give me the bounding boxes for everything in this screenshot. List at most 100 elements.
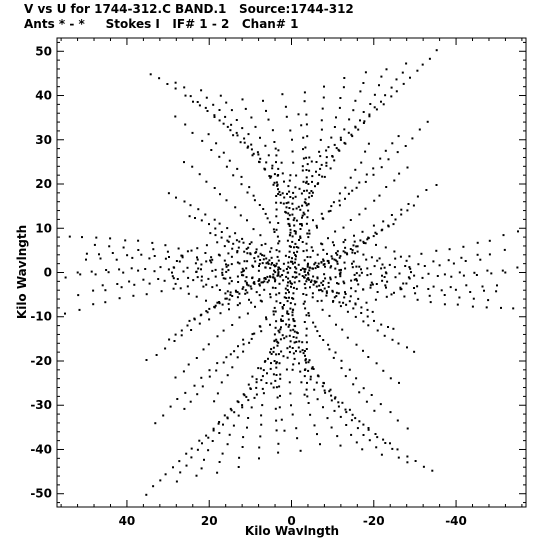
data-point — [230, 263, 233, 266]
data-point — [291, 235, 294, 238]
data-point — [255, 378, 258, 381]
data-point — [359, 90, 362, 93]
data-point — [289, 196, 292, 198]
data-point — [356, 250, 359, 253]
data-point — [153, 255, 156, 257]
data-point — [262, 281, 264, 284]
data-point — [177, 247, 180, 250]
data-point — [323, 273, 326, 276]
data-point — [258, 161, 261, 164]
data-point — [225, 297, 228, 300]
data-point — [290, 404, 292, 407]
data-point — [108, 245, 111, 248]
data-point — [291, 347, 294, 349]
data-point — [223, 245, 226, 248]
data-point — [92, 289, 95, 292]
data-point — [234, 232, 237, 235]
data-point — [303, 393, 306, 396]
data-point — [460, 256, 463, 259]
data-point — [408, 266, 411, 269]
data-point — [405, 259, 408, 262]
data-point — [301, 341, 304, 344]
data-point — [316, 398, 319, 401]
data-point — [338, 256, 341, 259]
data-point — [158, 77, 161, 80]
data-point — [335, 323, 337, 326]
data-point — [183, 161, 185, 164]
data-point — [213, 187, 216, 189]
data-point — [259, 252, 262, 255]
data-point — [422, 465, 425, 468]
data-point — [316, 253, 319, 256]
data-point — [443, 273, 446, 276]
data-point — [273, 264, 275, 267]
data-point — [330, 136, 333, 139]
data-point — [217, 422, 220, 425]
data-point — [284, 287, 287, 290]
data-point — [389, 411, 392, 414]
data-point — [306, 163, 309, 166]
data-point — [404, 145, 407, 147]
data-point — [273, 141, 276, 143]
data-point — [182, 370, 185, 373]
data-point — [215, 284, 218, 287]
data-point — [365, 400, 368, 403]
data-point — [301, 349, 304, 352]
data-point — [243, 250, 246, 253]
data-point — [483, 289, 485, 292]
data-point — [307, 209, 310, 212]
data-point — [200, 219, 203, 222]
data-point — [289, 329, 292, 332]
data-point — [368, 113, 371, 116]
data-point — [234, 289, 237, 292]
data-point — [171, 275, 174, 278]
data-point — [394, 218, 397, 221]
data-point — [237, 246, 240, 249]
data-point — [241, 127, 244, 130]
data-point — [311, 175, 314, 178]
data-point — [330, 399, 333, 402]
data-point — [286, 310, 289, 313]
data-point — [348, 300, 351, 303]
data-point — [339, 97, 342, 99]
data-point — [375, 243, 377, 246]
data-point — [218, 119, 221, 122]
data-point — [402, 82, 405, 85]
data-point — [409, 76, 411, 79]
data-point — [271, 262, 274, 264]
data-point — [269, 351, 272, 354]
y-tick-label: -30 — [30, 398, 52, 412]
data-point — [291, 311, 294, 314]
plot-subtitle: Ants * - * Stokes I IF# 1 - 2 Chan# 1 — [24, 17, 299, 31]
data-point — [333, 409, 336, 412]
data-point — [391, 338, 394, 341]
data-point — [269, 367, 272, 370]
data-point — [154, 422, 157, 425]
data-point — [274, 407, 277, 410]
data-point — [196, 276, 199, 279]
data-point — [362, 82, 365, 84]
data-point — [328, 348, 331, 351]
data-point — [231, 324, 234, 326]
data-point — [322, 339, 325, 341]
data-point — [245, 395, 248, 398]
data-point — [398, 172, 401, 175]
data-point — [384, 246, 387, 249]
data-point — [342, 86, 345, 89]
data-point — [183, 86, 186, 89]
data-point — [131, 256, 134, 259]
data-point — [207, 436, 210, 439]
data-point — [346, 253, 349, 256]
data-point — [427, 272, 430, 275]
data-point — [304, 198, 307, 201]
data-point — [387, 326, 389, 328]
data-point — [347, 131, 350, 134]
data-point — [311, 267, 314, 270]
data-point — [261, 387, 264, 390]
data-point — [193, 317, 196, 320]
data-point — [273, 269, 276, 272]
data-point — [362, 288, 365, 291]
data-point — [296, 437, 299, 440]
data-point — [375, 362, 378, 365]
data-point — [274, 265, 276, 268]
